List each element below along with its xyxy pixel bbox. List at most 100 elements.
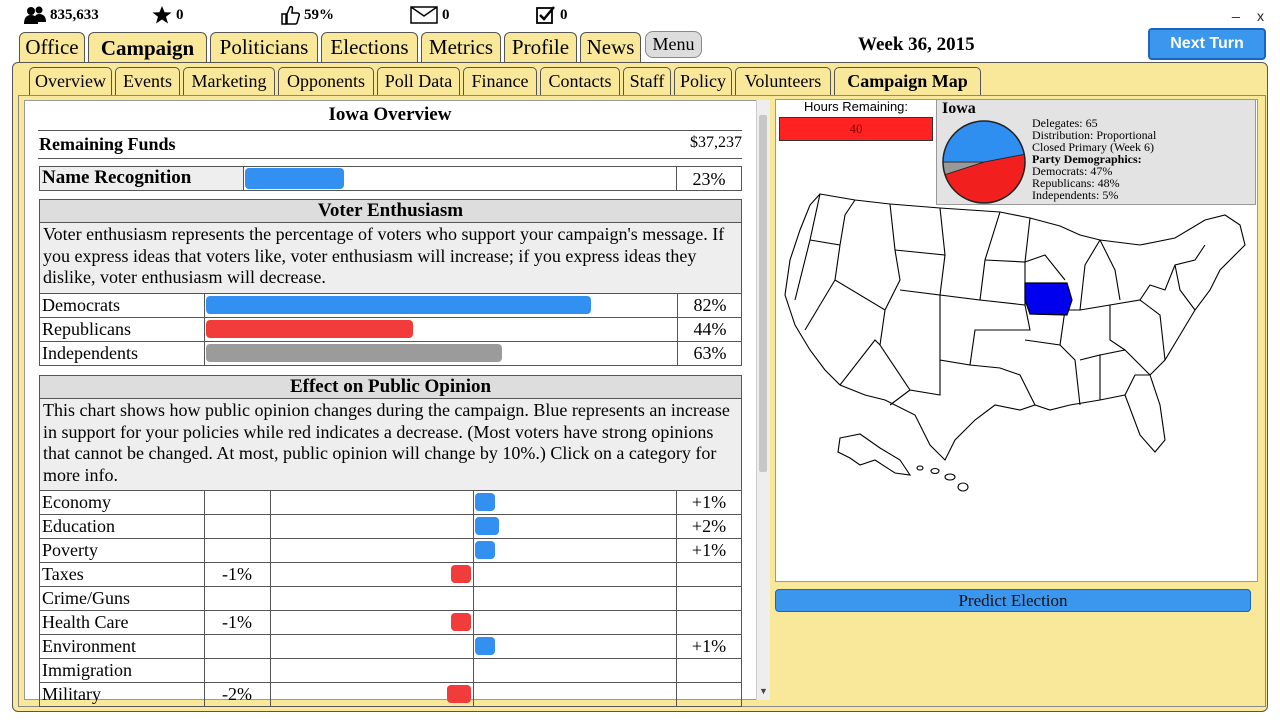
divider [204,491,205,514]
subtab-volunteers[interactable]: Volunteers [735,67,831,95]
divider [270,635,271,658]
primary-info: Closed Primary (Week 6) [1032,140,1155,154]
checkbox-icon [536,6,555,24]
tab-news[interactable]: News [580,32,641,62]
voter-group-label: Democrats [42,295,120,315]
public-opinion-row[interactable]: Taxes -1% [39,563,742,587]
divider [676,635,677,658]
subtab-contacts[interactable]: Contacts [540,67,620,95]
approval-stat: 59% [280,4,334,26]
stars-stat: 0 [152,4,184,26]
opinion-increase-bar [475,637,495,655]
opinion-increase-bar [475,493,495,511]
opinion-category-label[interactable]: Military [42,684,101,704]
messages-stat[interactable]: 0 [410,4,450,26]
opinion-category-label[interactable]: Health Care [42,612,129,632]
tasks-stat[interactable]: 0 [536,4,568,26]
envelope-icon [410,6,438,24]
opinion-decrease-bar [447,685,471,703]
divider [676,611,677,634]
stars-count: 0 [176,6,184,23]
voter-enthusiasm-value: 63% [693,343,727,363]
public-opinion-row[interactable]: Economy +1% [39,491,742,515]
voter-enthusiasm-bar [206,320,413,338]
divider [473,683,474,706]
opinion-category-label[interactable]: Crime/Guns [42,588,130,608]
name-recognition-label: Name Recognition [42,167,192,188]
divider [204,342,205,365]
tab-profile[interactable]: Profile [504,32,577,62]
tab-elections[interactable]: Elections [321,32,418,62]
voter-enthusiasm-description: Voter enthusiasm represents the percenta… [39,223,742,294]
tab-office[interactable]: Office [19,32,85,62]
divider [676,539,677,562]
voter-enthusiasm-heading: Voter Enthusiasm [39,199,742,223]
subtab-marketing[interactable]: Marketing [183,67,275,95]
minimize-button[interactable]: _ [1232,2,1240,18]
voter-enthusiasm-row: Independents 63% [39,342,742,366]
tab-politicians[interactable]: Politicians [210,32,318,62]
hours-remaining-bar: 40 [779,117,933,141]
scroll-down-arrow[interactable]: ▼ [759,686,768,696]
divider [38,158,742,159]
followers-stat: 835,633 [24,4,99,26]
opinion-category-label[interactable]: Education [42,516,115,536]
opinion-increase-value: +2% [691,516,727,536]
opinion-increase-value: +1% [691,492,727,512]
opinion-increase-value: +1% [691,540,727,560]
approval-value: 59% [304,6,334,23]
divider [473,611,474,634]
opinion-category-label[interactable]: Poverty [42,540,98,560]
divider [676,683,677,706]
remaining-funds-value: $37,237 [690,134,742,151]
divider [270,659,271,682]
public-opinion-row[interactable]: Poverty +1% [39,539,742,563]
subtab-campaign-map[interactable]: Campaign Map [834,67,981,95]
public-opinion-row[interactable]: Immigration [39,659,742,683]
distribution-info: Distribution: Proportional [1032,128,1157,142]
democrats-info: Democrats: 47% [1032,164,1113,178]
next-turn-button[interactable]: Next Turn [1148,28,1266,60]
map-outline [784,193,1246,461]
remaining-funds-label: Remaining Funds [39,134,176,154]
opinion-decrease-value: -1% [222,564,252,584]
public-opinion-row[interactable]: Education +2% [39,515,742,539]
messages-count: 0 [442,6,450,23]
close-button[interactable]: x [1257,8,1264,24]
star-icon [152,6,172,24]
subtab-staff[interactable]: Staff [623,67,671,95]
public-opinion-row[interactable]: Environment +1% [39,635,742,659]
scrollbar-thumb[interactable] [759,115,767,472]
voter-enthusiasm-value: 82% [693,295,727,315]
public-opinion-row[interactable]: Crime/Guns [39,587,742,611]
people-icon [24,6,46,24]
opinion-category-label[interactable]: Economy [42,492,111,512]
public-opinion-row[interactable]: Military -2% [39,683,742,707]
menu-button[interactable]: Menu [645,31,702,58]
divider [473,587,474,610]
tab-metrics[interactable]: Metrics [421,32,501,62]
divider [204,539,205,562]
public-opinion-row[interactable]: Health Care -1% [39,611,742,635]
subtab-opponents[interactable]: Opponents [278,67,374,95]
subtab-events[interactable]: Events [115,67,180,95]
us-map[interactable] [780,190,1255,500]
tab-campaign[interactable]: Campaign [88,32,207,64]
subtab-policy[interactable]: Policy [674,67,732,95]
divider [204,587,205,610]
name-recognition-value: 23% [692,169,726,189]
subtab-finance[interactable]: Finance [463,67,537,95]
divider [677,342,678,365]
opinion-category-label[interactable]: Environment [42,636,136,656]
opinion-category-label[interactable]: Immigration [42,660,132,680]
opinion-decrease-value: -1% [222,612,252,632]
divider [473,491,474,514]
divider [204,683,205,706]
predict-election-button[interactable]: Predict Election [775,589,1251,612]
state-name: Iowa [942,100,976,117]
public-opinion-description: This chart shows how public opinion chan… [39,399,742,491]
divider [676,515,677,538]
opinion-category-label[interactable]: Taxes [42,564,84,584]
subtab-poll-data[interactable]: Poll Data [377,67,460,95]
subtab-overview[interactable]: Overview [29,67,112,95]
